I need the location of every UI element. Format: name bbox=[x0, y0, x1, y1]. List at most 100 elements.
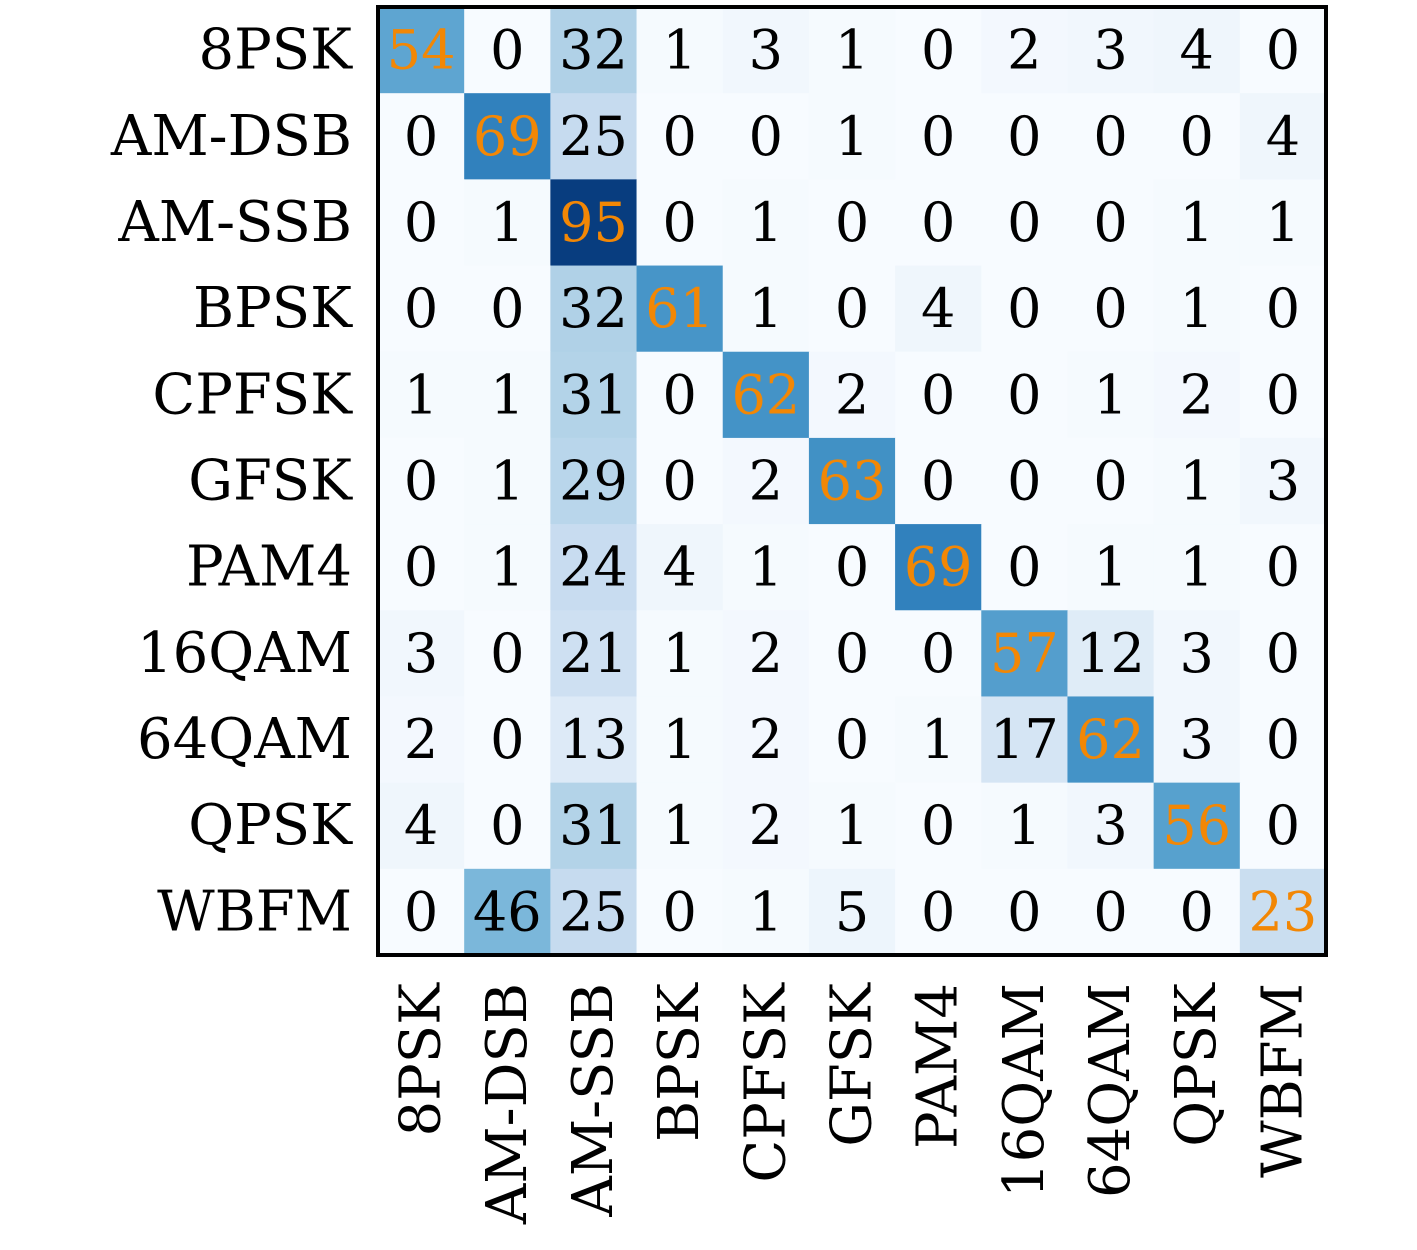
heatmap-cell bbox=[464, 868, 551, 956]
heatmap-cell bbox=[1239, 351, 1327, 439]
heatmap-cell bbox=[1153, 93, 1241, 180]
heatmap-cell bbox=[808, 179, 896, 267]
heatmap-cell bbox=[378, 179, 465, 267]
cell-value: 1 bbox=[749, 191, 783, 254]
heatmap-cell bbox=[1067, 782, 1155, 870]
heatmap-cell bbox=[1239, 179, 1327, 267]
heatmap-cell bbox=[895, 265, 982, 353]
heatmap-cell bbox=[981, 524, 1068, 611]
cell-value: 0 bbox=[490, 708, 524, 771]
heatmap-cell bbox=[636, 351, 724, 439]
cell-value: 0 bbox=[490, 794, 524, 857]
cell-value: 3 bbox=[1180, 622, 1214, 685]
cell-value: 13 bbox=[559, 708, 628, 771]
heatmap-cell bbox=[981, 782, 1068, 870]
y-tick-label: BPSK bbox=[193, 276, 353, 341]
heatmap-cell bbox=[550, 437, 638, 525]
cell-value: 1 bbox=[835, 105, 869, 168]
heatmap-cell bbox=[1067, 437, 1155, 525]
cell-value: 31 bbox=[559, 794, 628, 857]
cell-value: 2 bbox=[1180, 363, 1214, 426]
cell-value: 1 bbox=[490, 191, 524, 254]
heatmap-cell bbox=[1067, 93, 1155, 180]
y-tick-label: GFSK bbox=[188, 449, 353, 514]
heatmap-cell bbox=[1239, 782, 1327, 870]
heatmap-cell bbox=[808, 782, 896, 870]
heatmap-cell bbox=[722, 782, 810, 870]
diagonal-cell-value: 57 bbox=[990, 622, 1059, 685]
x-tick-label: GFSK bbox=[820, 982, 885, 1147]
cell-value: 0 bbox=[921, 794, 955, 857]
cell-value: 0 bbox=[1180, 105, 1214, 168]
heatmap-cell bbox=[1239, 868, 1327, 956]
heatmap-cell bbox=[1067, 179, 1155, 267]
heatmap-cell bbox=[464, 7, 551, 94]
heatmap-cell bbox=[1239, 7, 1327, 94]
cell-value: 1 bbox=[1180, 277, 1214, 340]
cell-value: 0 bbox=[921, 105, 955, 168]
heatmap-cell bbox=[808, 437, 896, 525]
diagonal-cell-value: 23 bbox=[1249, 880, 1318, 943]
cell-value: 4 bbox=[404, 794, 438, 857]
heatmap-cell bbox=[808, 7, 896, 94]
heatmap-cell bbox=[464, 179, 551, 267]
cell-value: 2 bbox=[749, 622, 783, 685]
cell-value: 0 bbox=[404, 277, 438, 340]
cell-value: 32 bbox=[559, 19, 628, 82]
diagonal-cell-value: 63 bbox=[818, 450, 887, 513]
x-tick-label: 64QAM bbox=[1078, 983, 1143, 1198]
heatmap-cell bbox=[378, 868, 465, 956]
cell-value: 3 bbox=[1180, 708, 1214, 771]
cell-value: 0 bbox=[1007, 450, 1041, 513]
cell-value: 1 bbox=[1180, 536, 1214, 599]
y-axis-tick-labels: 8PSK AM-DSB AM-SSB BPSK CPFSK GFSK PAM4 16QAM 64… bbox=[110, 18, 353, 945]
heatmap-cell bbox=[636, 179, 724, 267]
y-tick-label: AM-SSB bbox=[117, 190, 352, 255]
heatmap-cell bbox=[550, 696, 638, 784]
heatmap-cell bbox=[1153, 524, 1241, 611]
heatmap-cell bbox=[1239, 696, 1327, 784]
heatmap-cell bbox=[550, 179, 638, 267]
heatmap-cell bbox=[378, 524, 465, 611]
heatmap-cell bbox=[550, 782, 638, 870]
heatmap-cell bbox=[895, 696, 982, 784]
cell-value: 0 bbox=[835, 191, 869, 254]
cell-value: 0 bbox=[1007, 105, 1041, 168]
cell-value: 1 bbox=[490, 450, 524, 513]
cell-value: 3 bbox=[404, 622, 438, 685]
cell-value: 1 bbox=[1007, 794, 1041, 857]
heatmap-cell bbox=[808, 265, 896, 353]
heatmap-cell bbox=[981, 7, 1068, 94]
diagonal-cell-value: 61 bbox=[645, 277, 714, 340]
x-tick-label: WBFM bbox=[1250, 983, 1315, 1178]
heatmap-cell bbox=[1067, 610, 1155, 697]
cell-value: 0 bbox=[404, 880, 438, 943]
heatmap-cell bbox=[378, 93, 465, 180]
heatmap-cell bbox=[1067, 351, 1155, 439]
heatmap-cell bbox=[722, 437, 810, 525]
cell-value: 3 bbox=[1266, 450, 1300, 513]
heatmap-cell bbox=[722, 868, 810, 956]
heatmap-cell bbox=[378, 782, 465, 870]
cell-value: 0 bbox=[1093, 880, 1127, 943]
heatmap-cell bbox=[464, 265, 551, 353]
cell-value: 1 bbox=[662, 708, 696, 771]
heatmap-cell bbox=[1067, 524, 1155, 611]
cell-value: 0 bbox=[1093, 105, 1127, 168]
cell-value: 0 bbox=[1007, 191, 1041, 254]
cell-value: 0 bbox=[662, 880, 696, 943]
diagonal-cell-value: 69 bbox=[904, 536, 973, 599]
heatmap-cell bbox=[981, 265, 1068, 353]
cell-value: 12 bbox=[1076, 622, 1145, 685]
heatmap-cell bbox=[722, 610, 810, 697]
diagonal-cell-value: 62 bbox=[1076, 708, 1145, 771]
cell-value: 1 bbox=[749, 536, 783, 599]
cell-value: 0 bbox=[490, 19, 524, 82]
cell-value: 0 bbox=[1007, 363, 1041, 426]
cell-value: 0 bbox=[921, 622, 955, 685]
y-tick-label: AM-DSB bbox=[110, 104, 352, 169]
cell-value: 0 bbox=[1266, 536, 1300, 599]
cell-value: 4 bbox=[1180, 19, 1214, 82]
cell-value: 2 bbox=[1007, 19, 1041, 82]
x-tick-label: 8PSK bbox=[389, 982, 454, 1137]
